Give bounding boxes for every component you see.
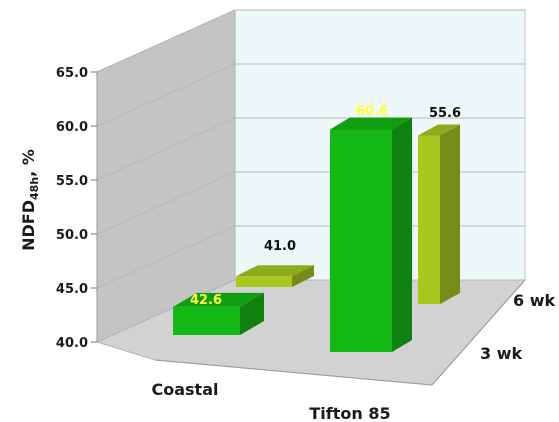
bar-side: [240, 292, 264, 335]
y-axis-title-subscript: 48h: [28, 177, 41, 200]
data-label-3wk-0: 42.6: [190, 293, 222, 308]
depth-label-6wk: 6 wk: [513, 291, 555, 310]
bar-front: [418, 135, 440, 304]
y-tick-label-3: 55.0: [56, 174, 88, 189]
gridline-side-0: [96, 279, 236, 343]
bar-front: [330, 129, 392, 352]
bars: [173, 117, 460, 353]
gridline-side-3: [96, 117, 236, 181]
bar-top: [173, 292, 264, 307]
y-tick-label-2: 50.0: [56, 228, 88, 243]
depth-axis-line: [431, 279, 526, 386]
bar-side: [440, 124, 460, 305]
x-axis-line: [154, 359, 433, 386]
gridline-side-2: [96, 171, 236, 235]
y-tick-label-5: 65.0: [56, 66, 88, 81]
y-axis-title: NDFD48h, %: [19, 149, 41, 251]
bar-3wk-tifton-85: [330, 117, 412, 353]
bar-6wk-coastal: [236, 265, 314, 287]
bar-6wk-tifton-85: [418, 124, 460, 305]
bar-top: [418, 124, 460, 136]
category-label-tifton-85: Tifton 85: [309, 404, 390, 422]
chart-walls: [95, 9, 527, 386]
data-label-6wk-0: 41.0: [264, 239, 296, 254]
y-tick-label-1: 45.0: [56, 282, 88, 297]
bar-side: [392, 117, 412, 353]
y-axis-title-main: NDFD: [19, 200, 38, 251]
bar-front: [173, 306, 240, 335]
data-label-6wk-1: 55.6: [429, 106, 461, 121]
bar-top: [330, 117, 412, 130]
y-axis: 40.0 45.0 50.0 55.0 60.0 65.0: [56, 66, 98, 351]
category-label-coastal: Coastal: [152, 380, 219, 399]
gridline-side-1: [96, 225, 236, 289]
bar-top: [236, 265, 314, 277]
bar-front: [236, 276, 292, 287]
depth-label-3wk: 3 wk: [480, 344, 522, 363]
gridline-side-5: [96, 9, 236, 73]
y-axis-title-suffix: , %: [19, 149, 38, 177]
gridline-side-4: [96, 63, 236, 127]
data-label-3wk-1: 60.6: [356, 104, 388, 119]
y-tick-label-4: 60.0: [56, 120, 88, 135]
bar-3wk-coastal: [173, 292, 264, 335]
y-tick-label-0: 40.0: [56, 336, 88, 351]
data-labels: 42.6 60.6 41.0 55.6: [190, 104, 461, 308]
bar-side: [292, 265, 314, 287]
